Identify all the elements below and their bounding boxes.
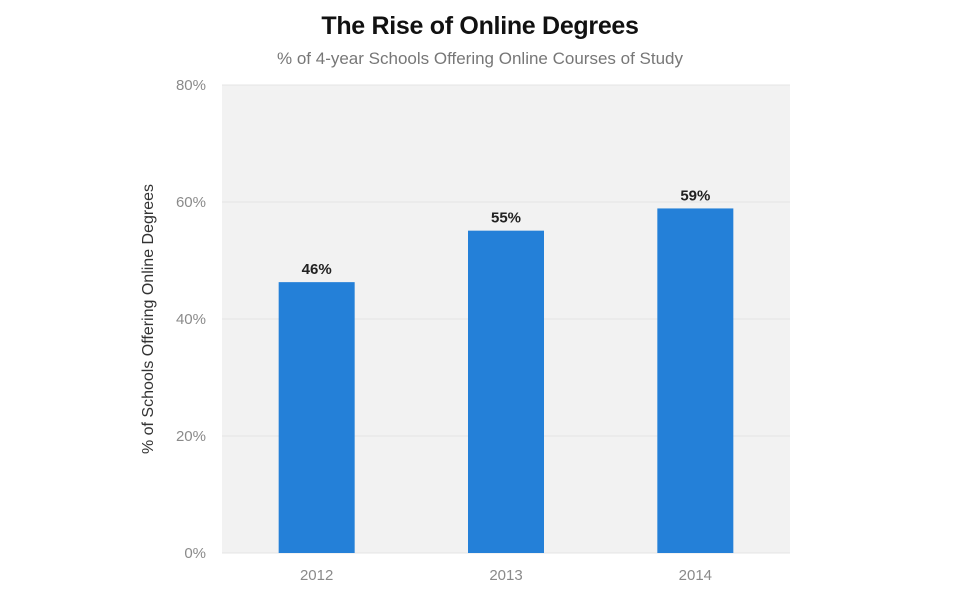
- y-tick-label: 20%: [176, 428, 206, 445]
- x-tick-label: 2013: [489, 567, 522, 584]
- y-tick-label: 60%: [176, 194, 206, 211]
- x-axis-tick-labels: 2012 2013 2014: [300, 567, 712, 584]
- data-label-2013: 55%: [491, 210, 521, 227]
- x-tick-label: 2012: [300, 567, 333, 584]
- y-tick-label: 0%: [184, 545, 206, 562]
- bar-2014: [657, 208, 734, 553]
- data-label-2012: 46%: [302, 261, 332, 278]
- bar-2013: [468, 230, 544, 554]
- chart-title: The Rise of Online Degrees: [321, 12, 639, 40]
- y-axis-title: % of Schools Offering Online Degrees: [140, 184, 157, 454]
- x-tick-label: 2014: [679, 567, 712, 584]
- data-label-2014: 59%: [680, 187, 710, 204]
- y-axis-tick-labels: 0% 20% 40% 60% 80%: [176, 77, 206, 562]
- bar-2012: [278, 282, 355, 553]
- y-tick-label: 80%: [176, 77, 206, 94]
- bars: [278, 208, 734, 554]
- y-tick-label: 40%: [176, 311, 206, 328]
- chart-subtitle: % of 4-year Schools Offering Online Cour…: [277, 49, 683, 68]
- data-labels: 46% 55% 59%: [302, 187, 711, 278]
